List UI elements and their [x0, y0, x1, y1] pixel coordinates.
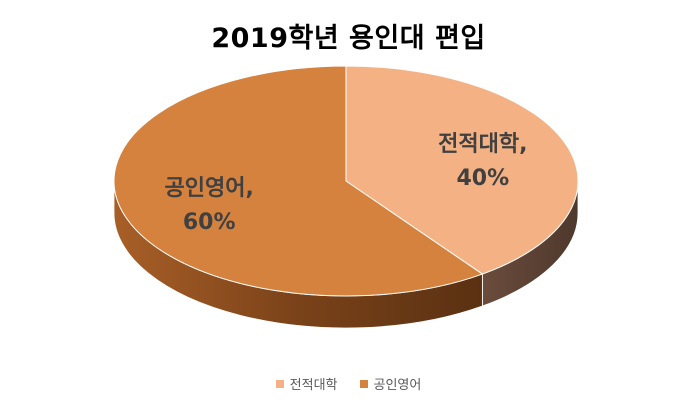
data-label-value-전적대학: 40%: [456, 166, 509, 191]
pie-slice-공인영어: [113, 65, 484, 297]
pie-slice-전적대학: [345, 65, 579, 275]
chart-title: 2019학년 용인대 편입: [211, 23, 486, 54]
data-label-value-공인영어: 60%: [183, 210, 236, 235]
legend-label: 공인영어: [373, 378, 422, 393]
legend-label: 전적대학: [289, 378, 338, 393]
legend-item-전적대학: 전적대학: [275, 374, 338, 393]
legend-swatch: [275, 379, 284, 388]
legend-item-공인영어: 공인영어: [359, 374, 422, 393]
data-label-category-공인영어: 공인영어,: [165, 176, 254, 201]
legend-swatch: [359, 379, 368, 388]
legend: 전적대학 공인영어: [0, 374, 697, 393]
data-label-category-전적대학: 전적대학,: [438, 132, 527, 157]
